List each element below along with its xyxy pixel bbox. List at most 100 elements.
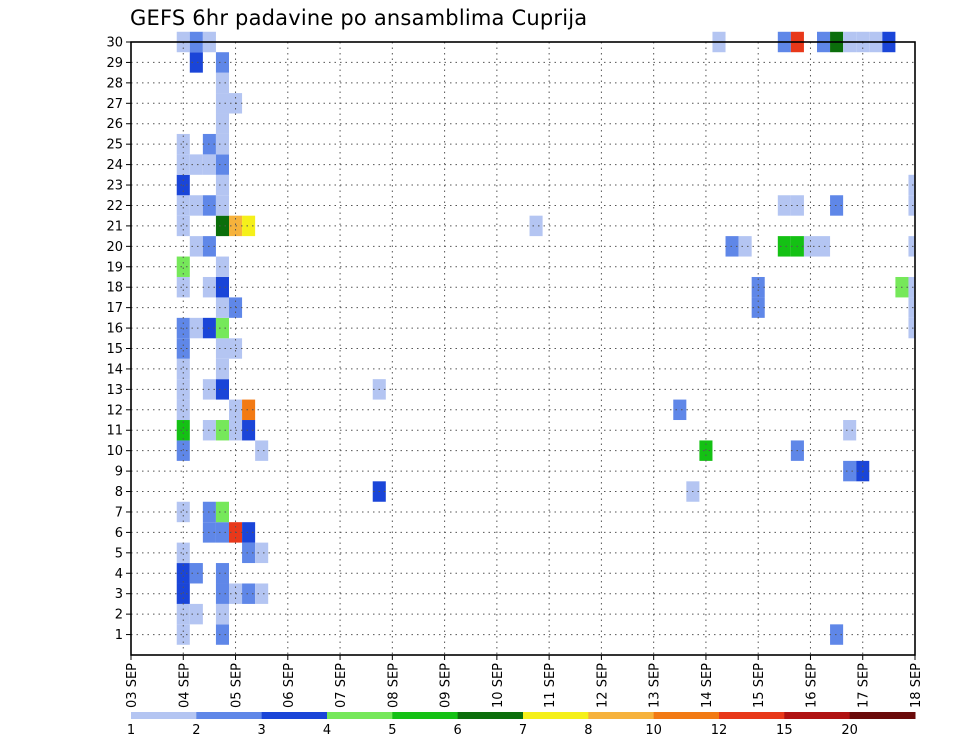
y-tick-label: 11 [106, 424, 123, 439]
cells-layer [176, 31, 915, 645]
heatmap-cell [176, 215, 190, 237]
heatmap-cell [215, 420, 229, 441]
colorbar-swatch [849, 712, 916, 719]
colorbar-label: 6 [454, 723, 462, 738]
y-tick-label: 20 [106, 240, 123, 255]
heatmap-cell [255, 440, 269, 461]
heatmap-cell [699, 440, 713, 461]
heatmap-cell [215, 379, 229, 400]
heatmap-cell [189, 317, 203, 339]
heatmap-cell [215, 563, 229, 584]
heatmap-cell [908, 236, 915, 257]
heatmap-cell [242, 542, 256, 564]
y-tick-label: 23 [106, 179, 123, 194]
heatmap-cell [215, 358, 229, 380]
colorbar-swatch [784, 712, 851, 719]
y-tick-label: 10 [106, 444, 123, 459]
x-tick-label: 06 SEP [282, 663, 297, 708]
y-tick-label: 15 [106, 342, 123, 357]
heatmap-cell [176, 154, 190, 175]
heatmap-cell [189, 195, 203, 216]
heatmap-cell [215, 93, 229, 114]
y-tick-label: 8 [115, 485, 123, 500]
heatmap-cell [215, 133, 229, 155]
heatmap-cell [176, 563, 190, 584]
heatmap-cell [176, 133, 190, 155]
heatmap-cell [843, 460, 857, 482]
colorbar-swatch [131, 712, 197, 719]
heatmap-cell [908, 174, 915, 196]
grid-layer [131, 42, 915, 655]
x-tick-label: 05 SEP [230, 663, 245, 708]
x-tick-label: 13 SEP [648, 663, 663, 708]
heatmap-cell [529, 215, 543, 237]
heatmap-cell [176, 624, 190, 645]
x-tick-label: 12 SEP [595, 663, 610, 708]
chart-title: GEFS 6hr padavine po ansamblima Cuprija [130, 6, 588, 30]
colorbar-label: 20 [841, 723, 858, 738]
heatmap-cell [215, 297, 229, 318]
x-tick-label: 10 SEP [491, 663, 506, 708]
x-tick-label: 07 SEP [334, 663, 349, 708]
heatmap-cell [215, 52, 229, 73]
y-tick-label: 21 [106, 219, 123, 234]
heatmap-cell [777, 195, 791, 216]
heatmap-cell [738, 236, 752, 257]
y-tick-label: 26 [106, 117, 123, 132]
y-tick-label: 22 [106, 199, 123, 214]
y-tick-label: 14 [106, 362, 123, 377]
x-tick-label: 08 SEP [386, 663, 401, 708]
heatmap-cell [189, 154, 203, 175]
heatmap-cell [176, 420, 190, 441]
heatmap-cell [176, 358, 190, 380]
heatmap-cell [189, 563, 203, 584]
heatmap-cell [215, 317, 229, 339]
heatmap-cell [215, 583, 229, 604]
x-tick-label: 11 SEP [543, 663, 558, 708]
y-tick-label: 3 [115, 587, 123, 602]
y-tick-label: 1 [115, 628, 123, 643]
y-tick-label: 16 [106, 322, 123, 337]
heatmap-cell [908, 297, 915, 318]
heatmap-cell [215, 256, 229, 277]
heatmap-cell [215, 522, 229, 543]
heatmap-cell [215, 276, 229, 298]
colorbar-swatch [588, 712, 655, 719]
y-tick-label: 24 [106, 158, 123, 173]
colorbar-swatch [653, 712, 720, 719]
x-tick-label: 16 SEP [804, 663, 819, 708]
heatmap-cell [189, 236, 203, 257]
heatmap-cell [215, 195, 229, 216]
colorbar-swatch [523, 712, 589, 719]
heatmap-cell [215, 501, 229, 523]
heatmap-cell [777, 236, 791, 257]
colorbar-label: 15 [776, 723, 793, 738]
x-tick-label: 15 SEP [752, 663, 767, 708]
x-tick-label: 18 SEP [909, 663, 924, 708]
heatmap-cell [215, 624, 229, 645]
heatmap-cell [215, 215, 229, 237]
heatmap-cell [242, 522, 256, 543]
heatmap-cell [242, 399, 256, 421]
y-tick-label: 2 [115, 608, 123, 623]
colorbar-swatch [196, 712, 263, 719]
colorbar-label: 3 [258, 723, 266, 738]
heatmap-cell [908, 195, 915, 216]
heatmap-cell [843, 420, 857, 441]
heatmap-cell [255, 542, 269, 564]
y-tick-label: 9 [115, 465, 123, 480]
colorbar-swatch [457, 712, 524, 719]
heatmap-cell [176, 583, 190, 604]
heatmap-cell [176, 440, 190, 461]
colorbar-swatch [719, 712, 785, 719]
colorbar-swatch [392, 712, 459, 719]
heatmap-cell [215, 72, 229, 94]
heatmap-cell [830, 195, 844, 216]
heatmap-cell [176, 399, 190, 421]
y-tick-label: 17 [106, 301, 123, 316]
heatmap-cell [176, 501, 190, 523]
colorbar-label: 10 [645, 723, 662, 738]
heatmap-cell [215, 154, 229, 175]
colorbar-label: 1 [127, 723, 135, 738]
